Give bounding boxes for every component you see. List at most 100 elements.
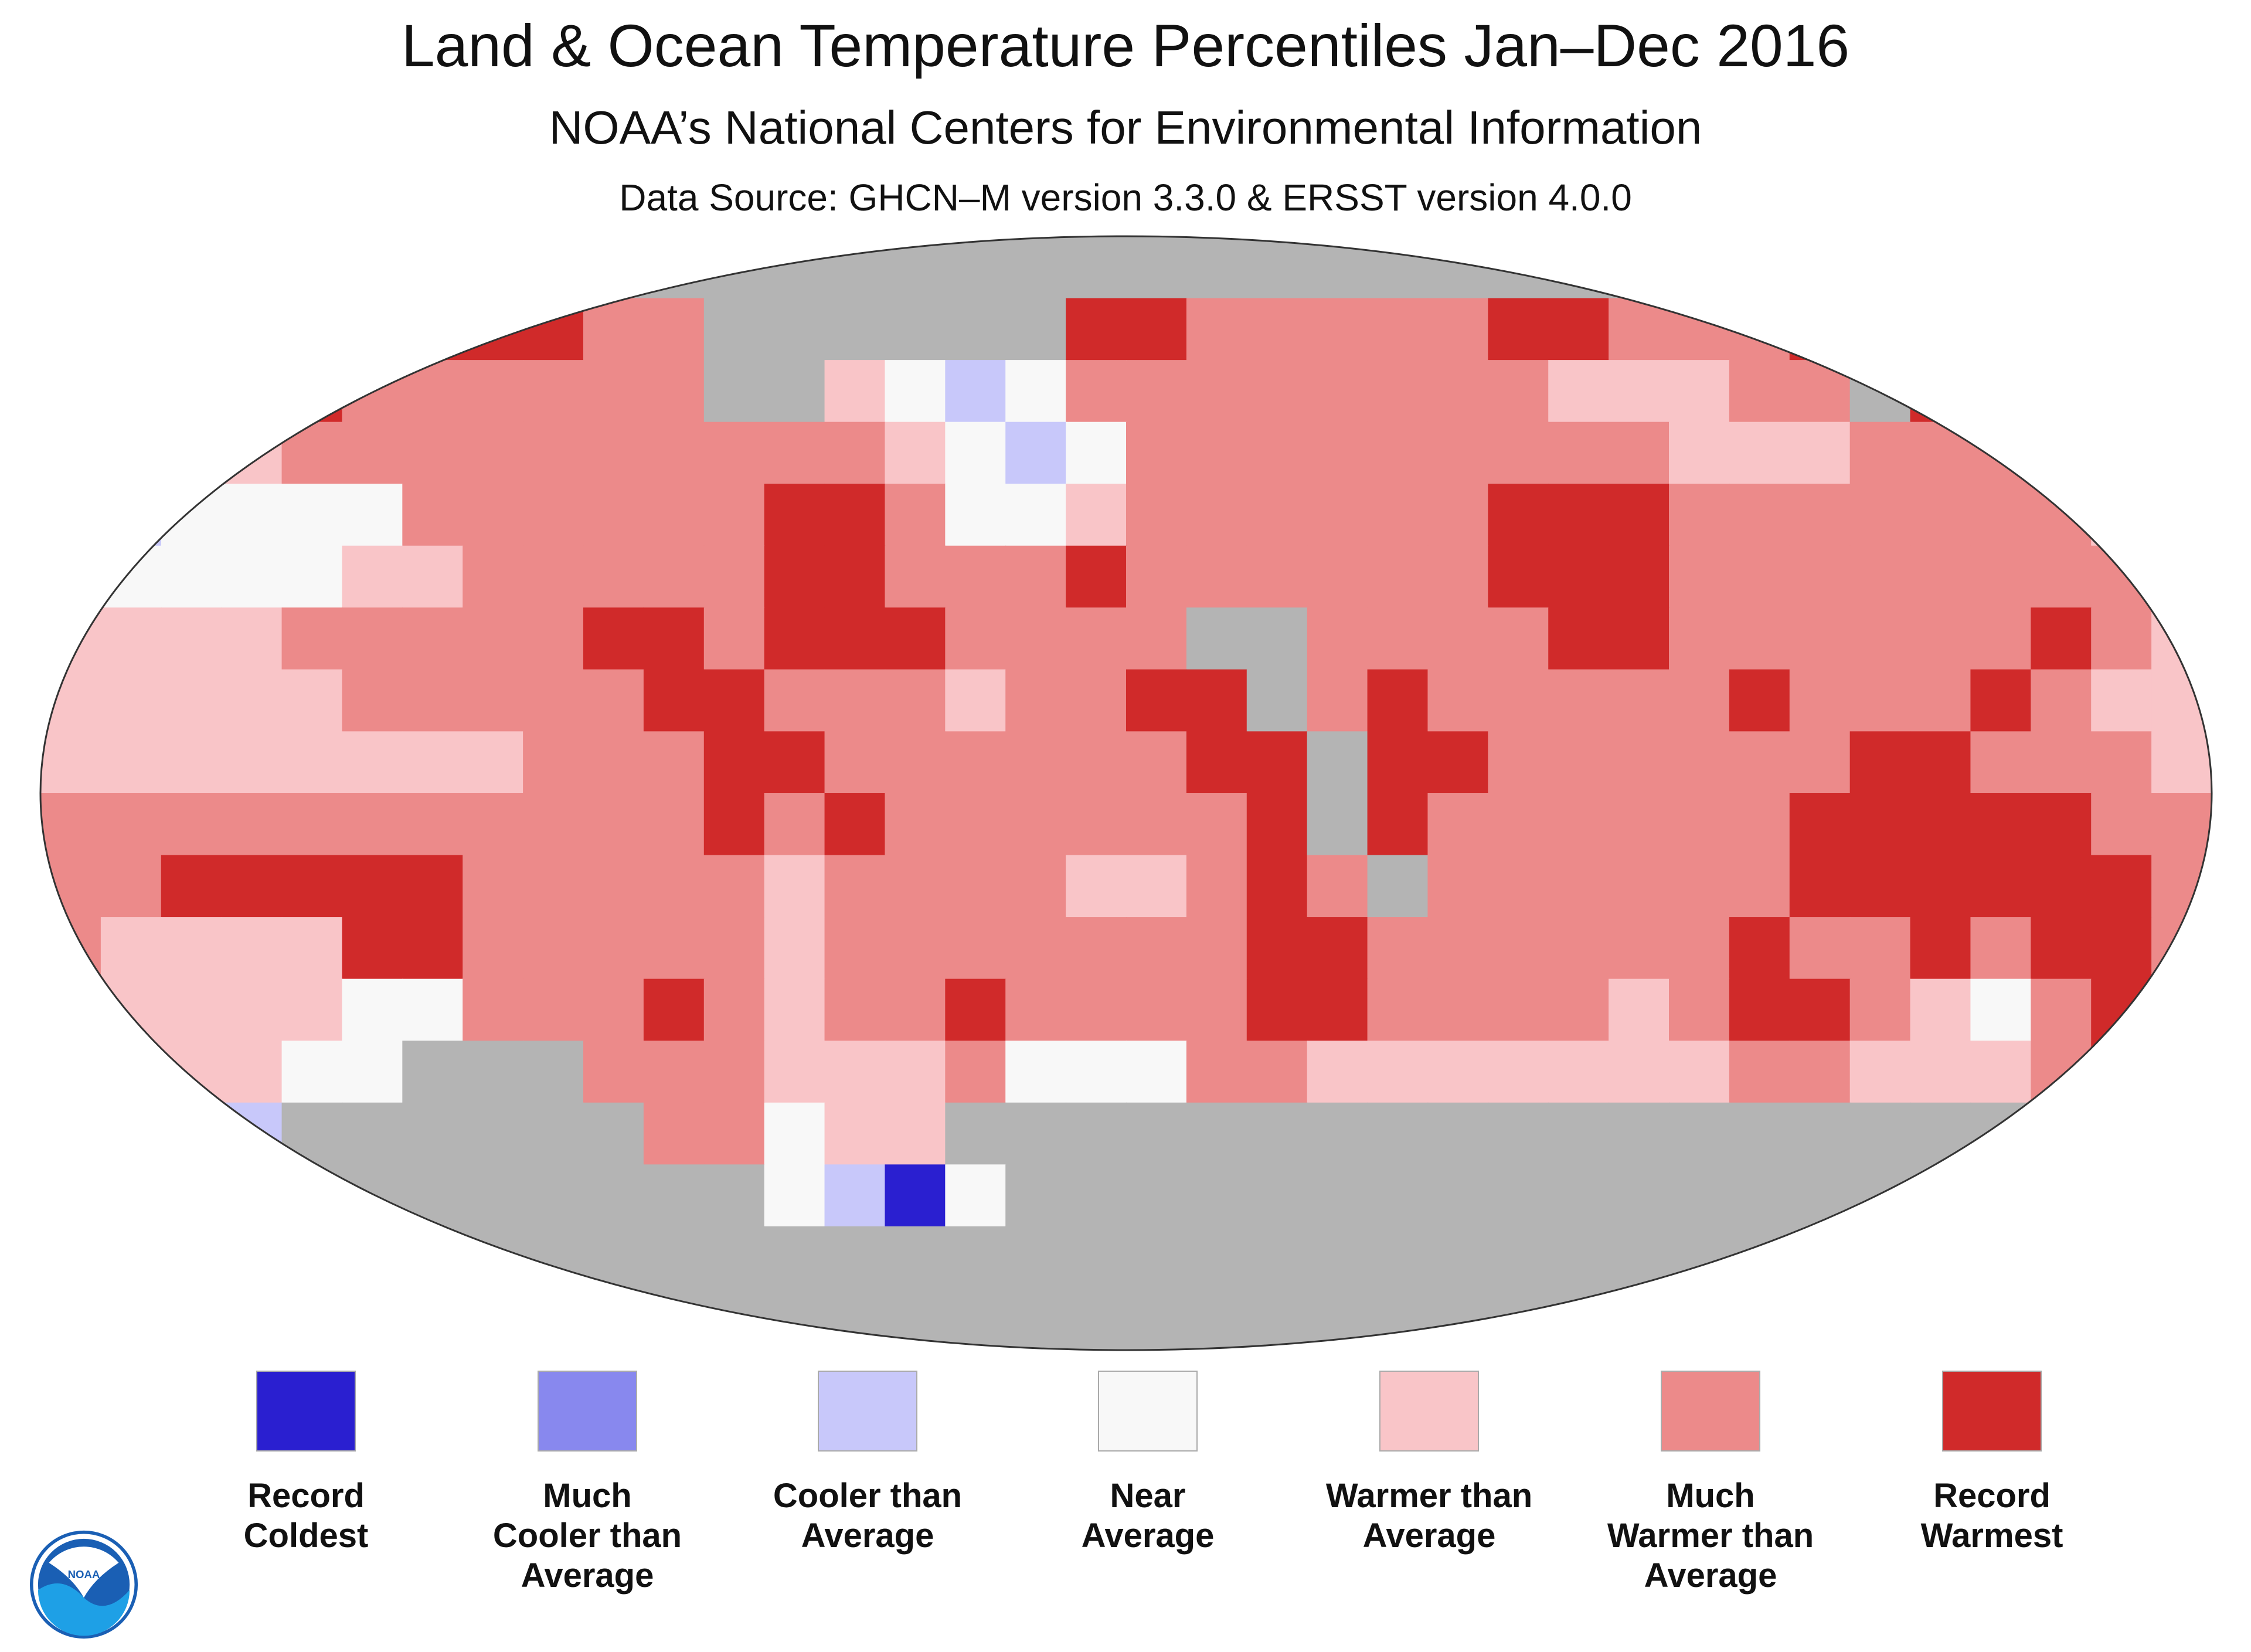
- grid-cell-near-average: [161, 545, 222, 609]
- grid-cell-record-warmest: [1849, 731, 1911, 794]
- grid-cell-record-warmest: [1849, 793, 1911, 856]
- grid-cell-warmer-than-average: [40, 360, 101, 423]
- grid-cell-much-warmer-than-average: [824, 855, 886, 918]
- grid-cell-cooler-than-average: [100, 484, 162, 546]
- grid-cell-no-data: [40, 1102, 101, 1165]
- grid-cell-much-warmer-than-average: [1126, 545, 1187, 609]
- grid-cell-much-warmer-than-average: [1669, 731, 1730, 794]
- grid-cell-warmer-than-average: [1367, 1041, 1429, 1103]
- grid-cell-no-data: [2151, 1102, 2212, 1165]
- grid-cell-much-warmer-than-average: [1427, 298, 1489, 361]
- grid-cell-much-warmer-than-average: [643, 422, 705, 485]
- grid-cell-much-warmer-than-average: [1789, 545, 1851, 609]
- grid-cell-much-warmer-than-average: [1246, 422, 1308, 485]
- noaa-logo: NOAA: [29, 1530, 138, 1639]
- grid-cell-much-warmer-than-average: [100, 298, 162, 361]
- grid-cell-near-average: [402, 978, 464, 1042]
- grid-cell-much-warmer-than-average: [824, 731, 886, 794]
- grid-cell-no-data: [1186, 607, 1247, 670]
- grid-cell-no-data: [463, 1288, 524, 1350]
- grid-cell-no-data: [402, 236, 464, 299]
- map-border: [39, 235, 2213, 1351]
- grid-cell-much-warmer-than-average: [1488, 669, 1549, 732]
- legend-label-line: Much: [543, 1477, 632, 1515]
- grid-cell-no-data: [1669, 236, 1730, 299]
- legend-swatch: [1942, 1371, 2042, 1452]
- grid-cell-much-warmer-than-average: [945, 855, 1007, 918]
- grid-cell-no-data: [1789, 1102, 1851, 1165]
- grid-cell-no-data: [1669, 1288, 1730, 1350]
- grid-cell-warmer-than-average: [100, 607, 162, 670]
- grid-cell-record-warmest: [342, 298, 403, 361]
- grid-cell-warmer-than-average: [1066, 855, 1127, 918]
- grid-cell-much-warmer-than-average: [2031, 360, 2092, 423]
- grid-cell-much-warmer-than-average: [945, 731, 1007, 794]
- world-map: [39, 235, 2213, 1351]
- grid-cell-no-data: [2151, 1226, 2212, 1289]
- grid-cell-record-warmest: [2031, 917, 2092, 980]
- grid-cell-warmer-than-average: [161, 607, 222, 670]
- grid-cell-much-warmer-than-average: [1186, 978, 1247, 1042]
- grid-cell-much-warmer-than-average: [1488, 607, 1549, 670]
- grid-cell-no-data: [1849, 1226, 1911, 1289]
- grid-cell-near-average: [945, 484, 1007, 546]
- grid-cell-no-data: [1970, 1288, 2032, 1350]
- grid-cell-near-average: [1005, 484, 1067, 546]
- grid-cell-no-data: [161, 1226, 222, 1289]
- grid-cell-record-warmest: [402, 917, 464, 980]
- grid-cell-no-data: [1849, 236, 1911, 299]
- grid-cell-no-data: [1488, 1164, 1549, 1227]
- grid-cell-no-data: [764, 1226, 825, 1289]
- grid-cell-much-warmer-than-average: [885, 978, 946, 1042]
- grid-cell-record-warmest: [1729, 669, 1790, 732]
- grid-cell-record-warmest: [2031, 855, 2092, 918]
- grid-cell-warmer-than-average: [764, 855, 825, 918]
- grid-cell-much-warmer-than-average: [100, 855, 162, 918]
- grid-cell-no-data: [2151, 1288, 2212, 1350]
- grid-cell-no-data: [1970, 236, 2032, 299]
- grid-cell-warmer-than-average: [1669, 1041, 1730, 1103]
- grid-cell-much-warmer-than-average: [1548, 917, 1610, 980]
- grid-cell-much-warmer-than-average: [1066, 731, 1127, 794]
- grid-cell-much-warmer-than-average: [1970, 298, 2032, 361]
- grid-cell-no-data: [1307, 731, 1368, 794]
- grid-cell-much-warmer-than-average: [583, 545, 644, 609]
- grid-cell-no-data: [824, 298, 886, 361]
- grid-cell-no-data: [1910, 1226, 1971, 1289]
- grid-cell-much-warmer-than-average: [1246, 1041, 1308, 1103]
- grid-cell-record-warmest: [1307, 917, 1368, 980]
- grid-cell-no-data: [824, 1288, 886, 1350]
- grid-cell-record-warmest: [1488, 298, 1549, 361]
- grid-cell-much-warmer-than-average: [342, 422, 403, 485]
- grid-cell-no-data: [1307, 1102, 1368, 1165]
- grid-cell-much-warmer-than-average: [523, 607, 584, 670]
- grid-cell-much-warmer-than-average: [1729, 607, 1790, 670]
- grid-cell-much-warmer-than-average: [1307, 422, 1368, 485]
- grid-cell-no-data: [1488, 1102, 1549, 1165]
- grid-cell-much-warmer-than-average: [1789, 1041, 1851, 1103]
- grid-cell-warmer-than-average: [221, 1041, 283, 1103]
- legend-swatch: [1379, 1371, 1479, 1452]
- grid-cell-near-average: [945, 422, 1007, 485]
- grid-cell-record-warmest: [1910, 731, 1971, 794]
- grid-cell-much-warmer-than-average: [1307, 607, 1368, 670]
- grid-cell-no-data: [1186, 1164, 1247, 1227]
- grid-cell-no-data: [463, 1041, 524, 1103]
- grid-cell-warmer-than-average: [161, 978, 222, 1042]
- grid-cell-no-data: [945, 236, 1007, 299]
- grid-cell-no-data: [100, 1164, 162, 1227]
- grid-cell-record-warmest: [1548, 484, 1610, 546]
- grid-cell-much-warmer-than-average: [583, 484, 644, 546]
- grid-cell-record-warmest: [764, 607, 825, 670]
- grid-cell-much-warmer-than-average: [643, 731, 705, 794]
- grid-cell-no-data: [2091, 1288, 2153, 1350]
- map-subtitle: NOAA’s National Centers for Environmenta…: [549, 101, 1702, 154]
- grid-cell-record-warmest: [824, 545, 886, 609]
- grid-cell-much-warmer-than-average: [463, 917, 524, 980]
- grid-cell-warmer-than-average: [221, 422, 283, 485]
- grid-cell-much-warmer-than-average: [1849, 607, 1911, 670]
- grid-cell-much-warmer-than-average: [583, 422, 644, 485]
- grid-cell-much-warmer-than-average: [1548, 978, 1610, 1042]
- grid-cell-near-average: [100, 545, 162, 609]
- grid-cell-warmer-than-average: [885, 422, 946, 485]
